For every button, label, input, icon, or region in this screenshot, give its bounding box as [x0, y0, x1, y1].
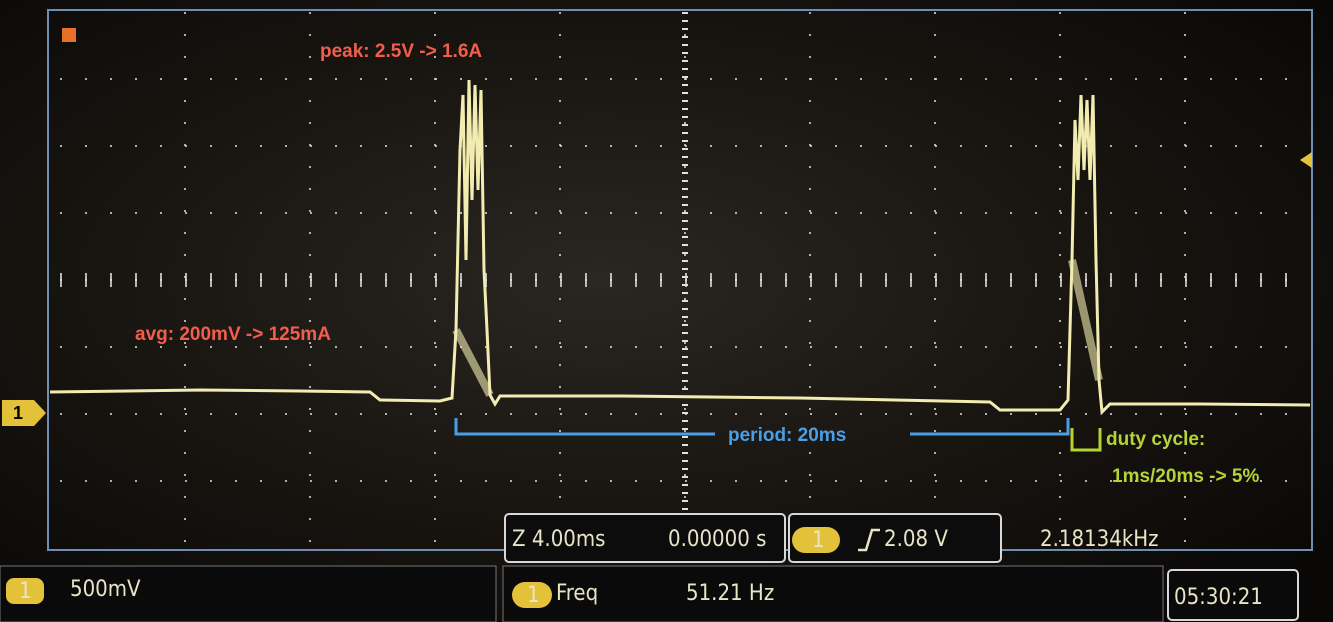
avg-annotation: avg: 200mV -> 125mA	[135, 324, 331, 345]
oscilloscope-screen: 1 peak: 2.5V -> 1.6A avg: 200mV -> 125mA…	[0, 0, 1333, 622]
trigger-frequency: 2.18134kHz	[1040, 527, 1159, 552]
measure-channel: 1	[527, 583, 540, 608]
scale: 500mV	[70, 577, 141, 602]
trigger-level: 2.08 V	[884, 527, 948, 552]
delay: 0.00000 s	[668, 527, 766, 552]
duty-annotation: 1ms/20ms -> 5%	[1112, 466, 1259, 487]
measure-name: Freq	[556, 581, 598, 606]
trigger-icon	[62, 28, 76, 42]
clock: 05:30:21	[1174, 585, 1263, 610]
trigger-channel: 1	[812, 528, 825, 553]
timebase: Z 4.00ms	[512, 527, 606, 552]
page: {"annotations": {"peak": "peak: 2.5V -> …	[0, 0, 1333, 622]
period-annotation: period: 20ms	[728, 425, 846, 446]
peak-annotation: peak: 2.5V -> 1.6A	[320, 41, 482, 62]
measure-box	[503, 566, 1163, 622]
duty-annotation: duty cycle:	[1106, 429, 1205, 450]
channel-marker: 1	[13, 403, 23, 423]
scale-channel: 1	[19, 579, 32, 604]
measure-value: 51.21 Hz	[686, 581, 774, 606]
